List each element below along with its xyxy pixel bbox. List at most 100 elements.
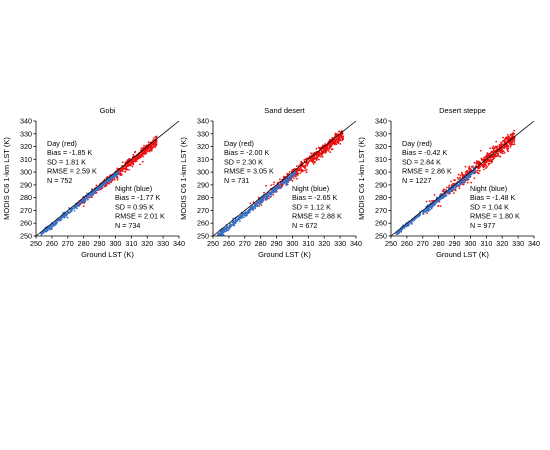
day-point <box>332 142 335 145</box>
night-point <box>434 203 436 206</box>
day-point <box>492 158 495 160</box>
night-point <box>254 207 256 210</box>
y-tick-label: 250 <box>20 232 32 241</box>
day-point <box>155 137 158 139</box>
day-point <box>141 152 144 154</box>
day-point <box>299 172 302 175</box>
night-point <box>50 226 53 229</box>
y-tick-label: 300 <box>375 168 387 177</box>
night-point <box>242 216 245 219</box>
night-point <box>416 215 419 218</box>
day-point <box>461 175 464 177</box>
day-point <box>313 155 316 158</box>
day-point <box>272 193 275 196</box>
day-point <box>508 137 511 140</box>
day-point <box>126 159 129 162</box>
day-point <box>334 141 336 143</box>
night-point <box>283 179 286 182</box>
x-tick-label: 330 <box>157 239 169 248</box>
day-point <box>306 164 309 167</box>
day-point <box>498 155 500 157</box>
night-point <box>261 200 263 202</box>
day-point <box>464 165 467 168</box>
day-point <box>293 168 296 170</box>
day-point <box>155 139 158 142</box>
day-point <box>322 151 325 154</box>
day-stats-line: Bias = -1.85 K <box>47 148 93 157</box>
night-stats-line: N = 734 <box>115 221 140 230</box>
night-point <box>294 172 296 175</box>
x-tick-label: 250 <box>207 239 219 248</box>
day-point <box>304 167 306 170</box>
day-point <box>507 133 509 136</box>
points <box>216 130 345 236</box>
day-point <box>138 156 140 159</box>
day-point <box>485 156 487 159</box>
x-tick-label: 300 <box>286 239 298 248</box>
night-point <box>284 181 287 184</box>
day-point <box>155 135 158 138</box>
day-point <box>125 165 128 168</box>
night-point <box>258 205 260 208</box>
night-point <box>293 173 296 176</box>
day-point <box>338 137 341 140</box>
y-tick-label: 340 <box>197 117 209 126</box>
y-tick-label: 260 <box>375 219 387 228</box>
x-tick-label: 310 <box>480 239 492 248</box>
day-point <box>128 168 130 171</box>
day-point <box>126 164 129 167</box>
day-point <box>478 160 481 163</box>
day-point <box>145 150 147 153</box>
day-point <box>140 147 143 150</box>
night-point <box>237 217 240 220</box>
night-stats-line: SD = 0.95 K <box>115 202 154 211</box>
day-point <box>443 188 445 191</box>
night-point <box>228 227 231 230</box>
day-point <box>492 147 495 149</box>
day-point <box>502 146 504 149</box>
night-point <box>50 228 53 231</box>
day-point <box>499 155 502 158</box>
night-point <box>455 186 457 189</box>
night-stats-line: Night (blue) <box>470 184 507 193</box>
day-point <box>286 172 289 175</box>
day-point <box>111 179 114 182</box>
night-point <box>66 216 69 219</box>
night-point <box>220 230 223 233</box>
night-point <box>234 219 237 222</box>
y-tick-label: 310 <box>375 155 387 164</box>
night-point <box>458 184 461 187</box>
day-point <box>441 190 444 193</box>
day-point <box>489 152 492 155</box>
day-point <box>121 168 123 171</box>
night-point <box>108 177 111 180</box>
day-point <box>301 169 304 172</box>
night-point <box>90 193 93 196</box>
night-point <box>274 187 277 190</box>
day-point <box>120 173 123 176</box>
night-point <box>444 193 447 196</box>
night-point <box>103 182 106 184</box>
day-point <box>330 145 333 148</box>
day-point <box>503 140 506 143</box>
day-point <box>311 158 314 161</box>
night-point <box>46 227 49 229</box>
night-point <box>407 223 410 226</box>
day-point <box>506 149 509 152</box>
night-point <box>239 214 242 217</box>
day-point <box>324 151 327 154</box>
day-point <box>476 169 479 172</box>
night-point <box>259 199 262 202</box>
day-point <box>296 177 298 180</box>
night-point <box>88 193 91 196</box>
day-point <box>509 146 512 148</box>
day-point <box>330 148 333 151</box>
y-tick-label: 290 <box>375 180 387 189</box>
x-tick-label: 330 <box>512 239 524 248</box>
night-point <box>59 216 62 219</box>
night-point <box>431 205 434 208</box>
night-point <box>257 201 259 203</box>
day-point <box>121 161 124 164</box>
night-point <box>227 229 230 232</box>
night-point <box>254 205 257 208</box>
